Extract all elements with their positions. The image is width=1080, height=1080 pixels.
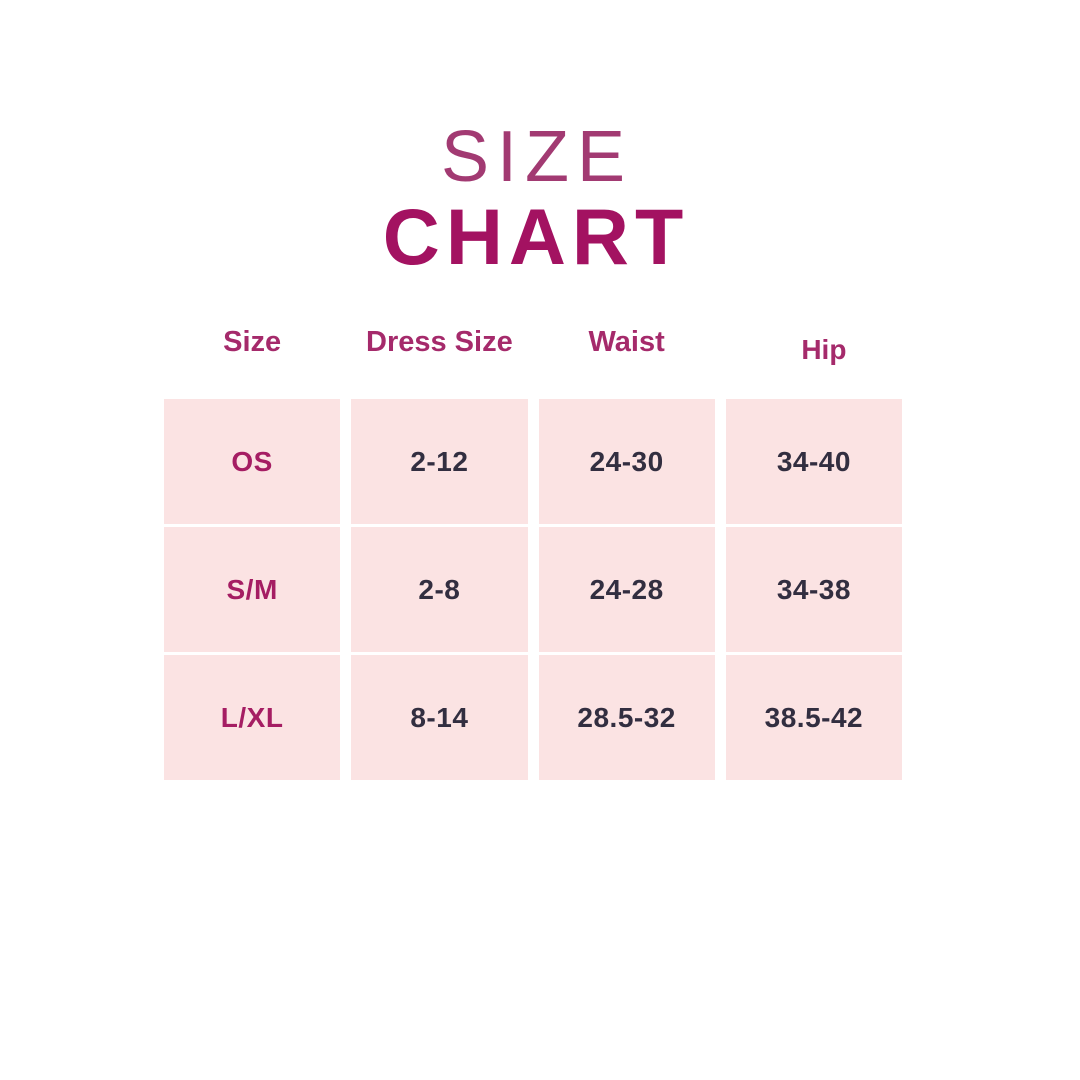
- column-header-hip: Hip: [801, 334, 847, 365]
- row-label-cell: S/M: [164, 527, 341, 652]
- value-cell-waist: 28.5-32: [538, 655, 715, 780]
- value-cell-dress-size: 2-8: [351, 527, 528, 652]
- value-cell-dress-size: 8-14: [351, 655, 528, 780]
- page-title-line1: SIZE: [440, 117, 634, 197]
- value-cell-hip: 38.5-42: [725, 655, 902, 780]
- value-cell-hip: 34-40: [725, 399, 902, 524]
- column-header-size: Size: [223, 326, 282, 358]
- value-cell-dress-size: 2-12: [351, 399, 528, 524]
- size-table: OS 2-12 24-30 34-40 S/M 2-8 24-28 34-38 …: [164, 399, 902, 780]
- column-header-waist: Waist: [588, 326, 665, 358]
- value-cell-waist: 24-28: [538, 527, 715, 652]
- page-title-line2: CHART: [382, 192, 690, 281]
- value-cell-hip: 34-38: [725, 527, 902, 652]
- row-label-cell: OS: [164, 399, 341, 524]
- column-header-dress-size: Dress Size: [366, 326, 513, 358]
- table-header-row: Size Dress Size Waist Hip: [164, 326, 902, 365]
- content-wrapper: SIZE CHART Size Dress Size Waist Hip OS …: [164, 0, 902, 1080]
- value-cell-waist: 24-30: [538, 399, 715, 524]
- row-label-cell: L/XL: [164, 655, 341, 780]
